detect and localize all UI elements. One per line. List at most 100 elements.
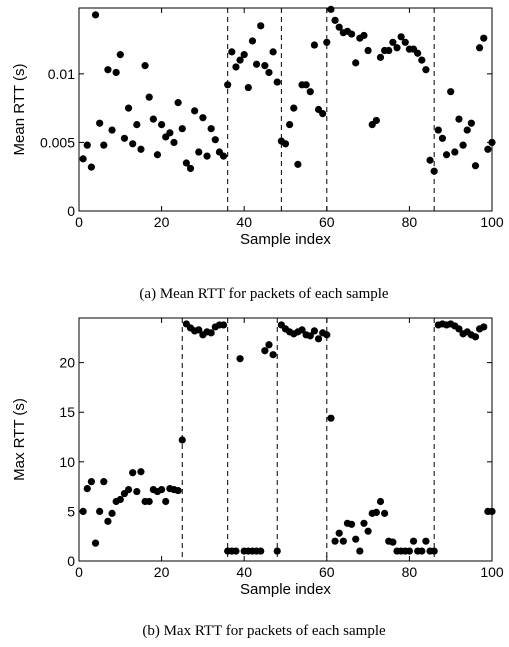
data-point [104,66,112,74]
data-point [434,126,442,134]
data-point [323,38,331,46]
data-point [376,53,385,61]
data-point [91,11,100,19]
data-point [166,129,174,137]
data-point [83,484,91,493]
x-tick-label: 100 [480,214,504,230]
data-point [294,160,302,168]
data-point [137,145,145,153]
segment-boundary-lines [181,318,493,561]
data-point [133,120,141,129]
data-point [331,537,339,545]
data-point [133,487,141,496]
data-point [211,136,219,144]
data-point [306,88,314,96]
data-point [310,41,319,49]
x-tick-label: 80 [402,214,418,230]
data-point [207,125,215,133]
data-point [199,114,207,122]
data-point [145,497,153,506]
data-point [397,33,405,41]
x-tick-label: 20 [154,214,170,230]
data-point [252,60,261,68]
data-point [203,152,211,160]
data-point [385,46,393,55]
data-points [79,5,496,175]
data-point [228,48,236,56]
data-point [265,68,273,77]
data-point [327,5,335,13]
data-point [141,62,149,70]
data-point [467,119,475,127]
data-point [418,547,426,555]
x-tick-label: 60 [319,214,335,230]
data-point [236,56,244,64]
data-point [207,329,215,337]
data-point [393,44,401,52]
data-point [422,66,430,74]
data-point [96,119,104,127]
y-axis-label: Max RTT (s) [11,398,28,481]
data-point [129,140,137,148]
data-point [112,68,120,77]
data-point [480,323,488,331]
y-ticks: 0 0.005 0.01 [40,66,492,219]
data-point [87,478,95,486]
data-point [451,148,459,156]
data-point [418,56,426,64]
data-point [108,126,116,134]
data-point [137,468,145,476]
data-point [129,469,137,477]
data-point [422,537,430,545]
data-point [116,495,124,504]
data-point [455,115,463,123]
data-points [79,320,496,555]
data-point [364,527,372,535]
data-point [281,140,290,148]
data-point [389,38,397,46]
data-point [286,120,294,129]
data-point [389,538,397,546]
data-point [79,155,87,163]
data-point [153,151,162,159]
data-point [352,59,360,67]
data-point [182,159,190,167]
y-tick-label: 0 [67,553,75,569]
data-point [476,44,484,52]
y-tick-label: 20 [59,355,75,371]
data-point [195,326,203,334]
x-tick-label: 100 [480,564,504,580]
y-tick-label: 15 [59,404,75,420]
y-tick-label: 5 [67,503,75,519]
data-point [290,104,298,112]
data-point [364,46,372,55]
data-point [145,93,153,101]
x-tick-label: 20 [154,564,170,580]
data-point [158,485,166,494]
data-point [331,16,339,24]
data-point [124,485,133,494]
data-point [269,48,277,56]
data-point [347,30,356,38]
data-point [100,478,108,486]
data-point [100,141,108,149]
data-point [310,327,319,335]
chart-caption: (b) Max RTT for packets of each sample [142,623,386,639]
data-point [314,335,323,343]
data-point [186,164,195,173]
data-point [158,120,166,129]
x-tick-label: 60 [319,564,335,580]
data-point [302,81,310,89]
data-point [480,34,488,42]
data-point [149,115,157,123]
y-tick-label: 0 [67,203,75,219]
data-point [339,537,347,545]
data-point [335,529,343,537]
data-point [91,539,100,547]
data-point [430,547,438,555]
chart-caption: (a) Mean RTT for packets of each sample [139,286,388,302]
data-point [257,547,265,555]
data-point [248,37,257,45]
data-point [360,519,368,527]
